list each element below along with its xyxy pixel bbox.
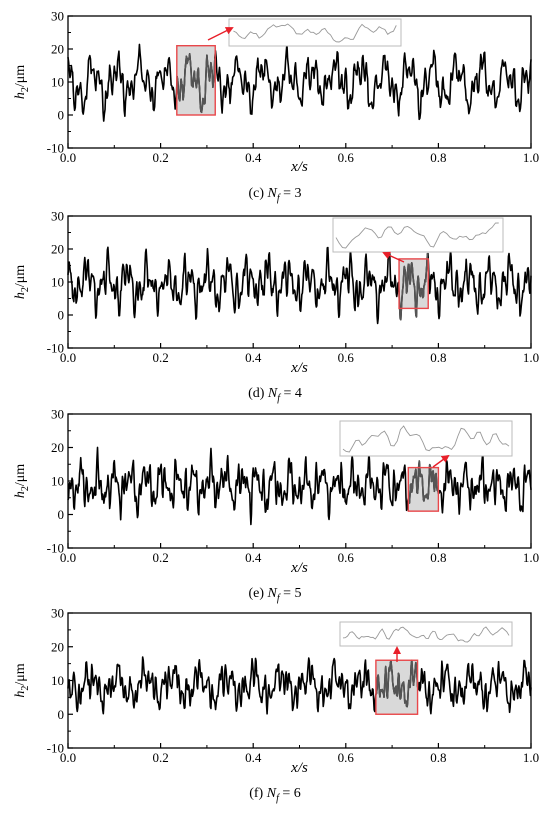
x-tick-label: 0.4 — [245, 150, 262, 165]
y-tick-label: 10 — [51, 275, 64, 290]
zoom-arrow — [382, 251, 405, 263]
y-tick-label: 0 — [58, 507, 65, 522]
zoom-highlight-border — [176, 45, 216, 116]
zoom-segment-line — [407, 460, 440, 504]
y-tick-label: 0 — [58, 108, 65, 123]
y-tick-label: 20 — [51, 242, 64, 257]
y-tick-label: 20 — [51, 440, 64, 455]
y-tick-label: 30 — [51, 209, 64, 224]
y-tick-label: 10 — [51, 673, 64, 688]
x-tick-label: 1.0 — [523, 150, 539, 165]
y-tick-label: 0 — [58, 707, 65, 722]
x-tick-label: 0.8 — [430, 350, 446, 365]
inset-frame — [339, 420, 513, 457]
zoom-segment-line — [176, 53, 216, 114]
x-tick-label: 0.0 — [60, 750, 76, 765]
panel-e: 0.0 0.2 0.4 0.6 0.8 1.0 -10 0 10 20 30 h2/μm x/s (e) … — [13, 407, 539, 605]
x-tick-label: 0.2 — [152, 150, 168, 165]
inset-line — [233, 23, 397, 43]
x-axis-label: x/s — [290, 760, 308, 776]
inset-line — [342, 626, 510, 643]
x-axis-label: x/s — [290, 360, 308, 376]
x-tick-label: 0.4 — [245, 750, 262, 765]
y-tick-label: -10 — [47, 541, 64, 556]
x-tick-label: 0.2 — [152, 350, 168, 365]
profile-line — [67, 243, 532, 325]
panel-caption: (c) Nf = 3 — [248, 186, 301, 204]
inset-frame — [228, 18, 402, 47]
y-tick-label: 30 — [51, 606, 64, 621]
x-tick-label: 0.4 — [245, 550, 262, 565]
x-tick-label: 0.0 — [60, 350, 76, 365]
inset-frame — [332, 217, 504, 253]
zoom-arrow — [207, 27, 234, 41]
x-tick-label: 0.8 — [430, 550, 446, 565]
zoom-segment-line — [398, 252, 429, 321]
profile-line — [67, 656, 532, 715]
panel-f: 0.0 0.2 0.4 0.6 0.8 1.0 -10 0 10 20 30 h2/μm x/s (f) … — [13, 606, 539, 805]
x-tick-label: 1.0 — [523, 750, 539, 765]
panel-caption: (d) Nf = 4 — [248, 386, 302, 404]
y-tick-label: -10 — [47, 141, 64, 156]
x-tick-label: 0.8 — [430, 150, 446, 165]
y-tick-label: 20 — [51, 42, 64, 57]
inset — [339, 621, 513, 647]
profile-line — [67, 446, 532, 526]
x-axis-label: x/s — [290, 560, 308, 576]
inset-line — [335, 222, 499, 249]
zoom-highlight-border — [407, 466, 440, 512]
y-tick-label: 30 — [51, 9, 64, 24]
panel-c: 0.0 0.2 0.4 0.6 0.8 1.0 -10 0 10 20 30 h2/μm x/s (c) … — [13, 9, 539, 205]
x-tick-label: 0.8 — [430, 750, 446, 765]
x-tick-label: 0.6 — [338, 350, 355, 365]
y-tick-label: 10 — [51, 474, 64, 489]
x-tick-label: 1.0 — [523, 550, 539, 565]
inset — [228, 18, 402, 47]
y-tick-label: -10 — [47, 341, 64, 356]
zoom-arrow — [432, 454, 450, 468]
y-axis-label: h2/μm — [13, 464, 31, 498]
y-tick-label: 10 — [51, 75, 64, 90]
y-tick-label: 0 — [58, 308, 65, 323]
panel-d: 0.0 0.2 0.4 0.6 0.8 1.0 -10 0 10 20 30 h2/μm x/s (d) … — [13, 209, 539, 405]
zoom-segment-line — [375, 659, 419, 708]
y-tick-label: 30 — [51, 407, 64, 422]
inset-line — [342, 425, 510, 453]
x-axis-label: x/s — [290, 159, 308, 175]
x-tick-label: 0.0 — [60, 550, 76, 565]
zoom-highlight-border — [398, 258, 429, 310]
x-tick-label: 0.6 — [338, 750, 355, 765]
y-axis-label: h2/μm — [13, 65, 31, 99]
y-axis-label: h2/μm — [13, 265, 31, 299]
x-tick-label: 0.6 — [338, 550, 355, 565]
x-tick-label: 0.0 — [60, 150, 76, 165]
y-tick-label: 20 — [51, 639, 64, 654]
x-tick-label: 0.6 — [338, 150, 355, 165]
x-tick-label: 0.2 — [152, 550, 168, 565]
inset — [332, 217, 504, 253]
x-tick-label: 0.2 — [152, 750, 168, 765]
inset-frame — [339, 621, 513, 647]
panel-caption: (e) Nf = 5 — [248, 586, 301, 604]
x-tick-label: 1.0 — [523, 350, 539, 365]
inset — [339, 420, 513, 457]
y-axis-label: h2/μm — [13, 663, 31, 697]
panel-caption: (f) Nf = 6 — [249, 786, 301, 804]
y-tick-label: -10 — [47, 741, 64, 756]
x-tick-label: 0.4 — [245, 350, 262, 365]
profile-line — [67, 43, 532, 122]
